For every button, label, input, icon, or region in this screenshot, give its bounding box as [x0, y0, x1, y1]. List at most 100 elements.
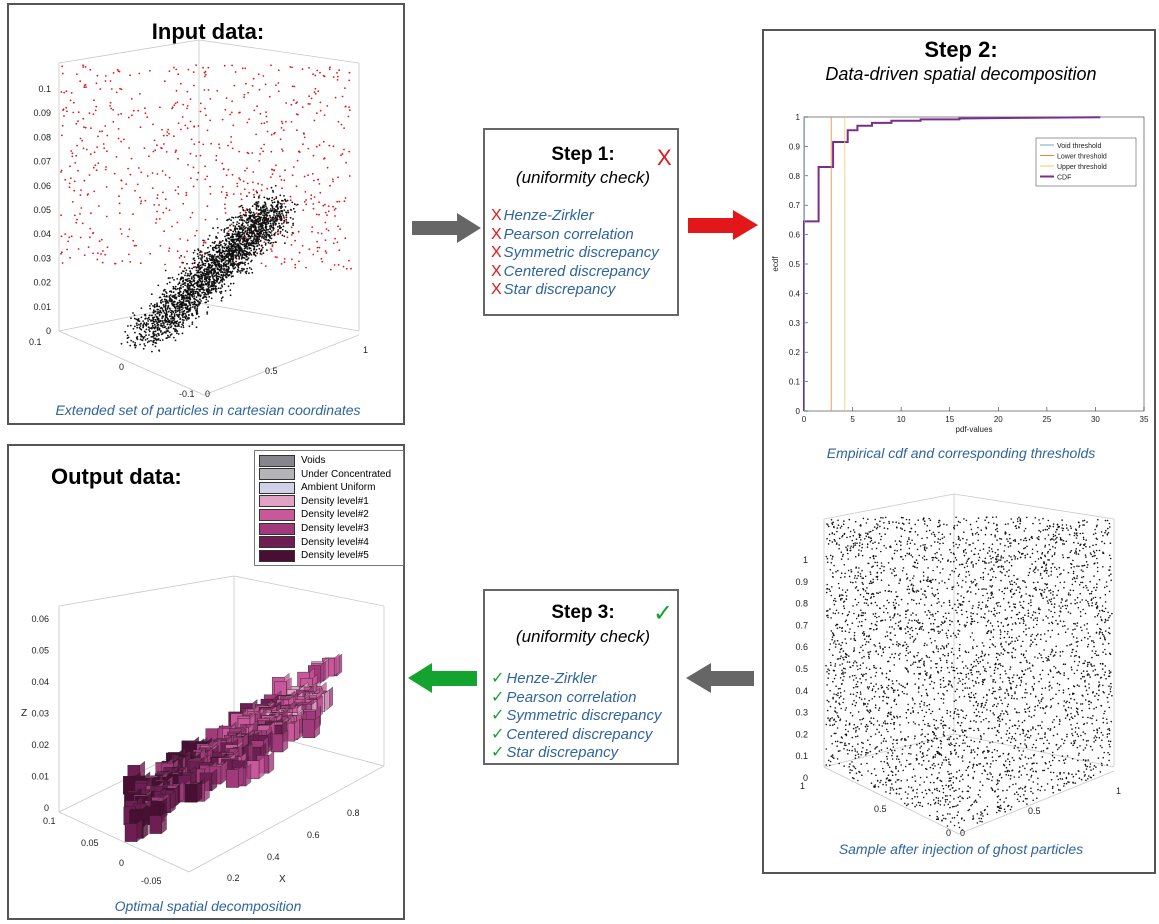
black-particle	[230, 275, 233, 278]
red-particle	[106, 150, 108, 153]
black-particle	[133, 314, 136, 317]
black-particle	[292, 222, 294, 225]
black-particle	[224, 290, 227, 292]
ghost-particle	[1071, 633, 1073, 635]
black-particle	[266, 212, 268, 215]
ghost-particle	[927, 578, 929, 580]
ghost-particle	[1085, 744, 1088, 746]
black-particle	[165, 327, 168, 330]
ghost-particle	[837, 612, 840, 614]
black-particle	[182, 291, 185, 293]
ghost-particle	[1089, 580, 1091, 583]
ghost-particle	[964, 682, 966, 685]
ghost-particle	[839, 664, 841, 666]
check-label: Centered discrepancy	[503, 262, 650, 280]
ghost-particle	[997, 653, 999, 655]
ghost-particle	[1096, 524, 1098, 526]
black-particle	[173, 306, 176, 309]
red-particle	[194, 234, 197, 237]
ghost-particle	[1005, 618, 1008, 621]
black-particle	[260, 223, 263, 226]
black-particle	[242, 208, 245, 211]
black-particle	[172, 336, 175, 339]
red-particle	[316, 250, 319, 253]
ghost-particle	[855, 683, 858, 686]
ghost-particle	[969, 700, 971, 702]
black-particle	[212, 255, 215, 258]
red-particle	[61, 124, 64, 127]
black-particle	[201, 272, 204, 274]
black-particle	[256, 220, 258, 223]
ghost-particle	[845, 724, 847, 726]
ghost-particle	[909, 579, 911, 582]
z-tick-label: 0.03	[33, 253, 51, 263]
red-particle	[162, 191, 164, 194]
black-particle	[166, 308, 169, 310]
ghost-particle	[942, 733, 945, 735]
ghost-particle	[1096, 566, 1099, 569]
black-particle	[271, 196, 274, 199]
ghost-particle	[878, 696, 881, 698]
black-particle	[202, 291, 205, 294]
ghost-particle	[875, 650, 877, 652]
black-particle	[186, 283, 189, 286]
ghost-particle	[915, 620, 918, 622]
red-particle	[203, 71, 206, 74]
ghost-particle	[884, 692, 886, 695]
black-particle	[275, 218, 278, 221]
black-particle	[169, 294, 172, 296]
red-particle	[139, 196, 142, 199]
red-particle	[298, 251, 301, 254]
x-tick-label: 30	[1091, 415, 1100, 424]
black-particle	[197, 315, 200, 318]
black-particle	[279, 194, 282, 197]
ghost-particle	[855, 772, 858, 775]
black-particle	[230, 238, 233, 241]
red-particle	[131, 114, 133, 117]
ghost-particle	[864, 643, 867, 646]
black-particle	[225, 243, 227, 246]
black-particle	[194, 290, 197, 293]
black-particle	[179, 306, 182, 308]
black-particle	[235, 248, 238, 251]
ghost-particle	[894, 622, 897, 625]
black-particle	[153, 316, 156, 319]
red-particle	[230, 141, 233, 143]
ghost-particle	[892, 601, 895, 604]
black-particle	[196, 300, 199, 303]
ghost-particle	[942, 615, 945, 618]
ghost-particle	[963, 518, 965, 520]
red-particle	[133, 244, 136, 247]
black-particle	[255, 242, 258, 245]
red-particle	[72, 111, 75, 114]
black-particle	[182, 261, 184, 264]
red-particle	[286, 236, 289, 239]
ghost-particle	[965, 552, 967, 554]
ghost-particle	[908, 519, 911, 521]
red-particle	[337, 120, 340, 123]
black-particle	[239, 270, 241, 272]
ghost-particle	[908, 763, 910, 765]
ghost-particle	[970, 696, 973, 699]
black-particle	[160, 322, 163, 325]
red-particle	[326, 105, 329, 107]
black-particle	[208, 289, 211, 291]
red-particle	[324, 211, 327, 214]
black-particle	[177, 291, 180, 294]
red-particle	[80, 207, 83, 209]
red-particle	[120, 179, 123, 182]
ghost-particle	[886, 686, 888, 689]
black-particle	[209, 264, 212, 266]
black-particle	[230, 263, 233, 265]
black-particle	[273, 198, 276, 201]
black-particle	[206, 266, 209, 269]
black-particle	[230, 247, 233, 249]
black-particle	[182, 296, 185, 299]
fail-x-icon: X	[491, 225, 502, 243]
ghost-particle	[937, 692, 940, 695]
ghost-particle	[946, 689, 948, 692]
black-particle	[204, 277, 206, 279]
red-particle	[284, 169, 286, 172]
red-particle	[280, 263, 283, 265]
ghost-particle	[1008, 732, 1011, 735]
